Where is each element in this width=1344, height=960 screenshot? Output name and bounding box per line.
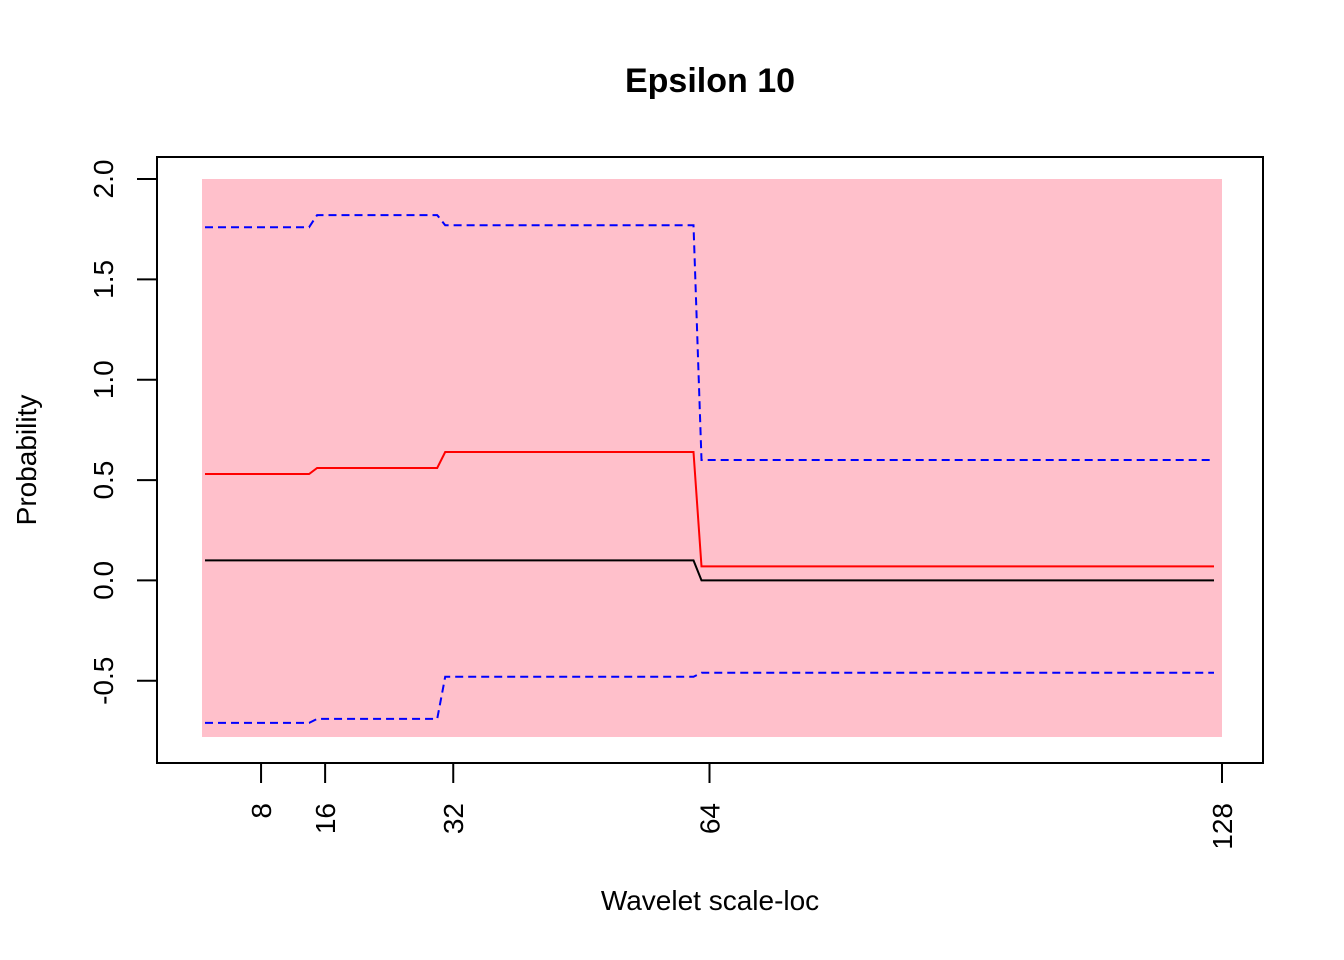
y-axis-title: Probability — [11, 395, 42, 526]
confidence-band — [202, 179, 1222, 737]
y-tick-label: 0.5 — [88, 461, 119, 500]
y-tick-label: 2.0 — [88, 160, 119, 199]
x-tick-label: 16 — [310, 803, 341, 834]
x-tick-label: 64 — [694, 803, 725, 834]
series-line-3 — [205, 214, 1214, 461]
y-tick-label: 1.5 — [88, 260, 119, 299]
series-line-1 — [205, 559, 1214, 582]
x-tick-label: 128 — [1207, 803, 1238, 850]
x-tick-label: 8 — [246, 803, 277, 819]
y-tick-label: -0.5 — [88, 657, 119, 705]
y-tick-label: 0.0 — [88, 561, 119, 600]
series-line-4 — [205, 671, 1214, 724]
series-line-2 — [205, 451, 1214, 568]
y-axis: -0.5 0.0 0.5 1.0 1.5 2.0 — [88, 160, 158, 705]
x-tick-label: 32 — [438, 803, 469, 834]
x-axis-title: Wavelet scale-loc — [601, 885, 819, 916]
plot-area — [202, 179, 1222, 737]
chart-title: Epsilon 10 — [625, 62, 795, 100]
y-tick-label: 1.0 — [88, 360, 119, 399]
x-axis: 8 16 32 64 128 — [246, 762, 1238, 850]
